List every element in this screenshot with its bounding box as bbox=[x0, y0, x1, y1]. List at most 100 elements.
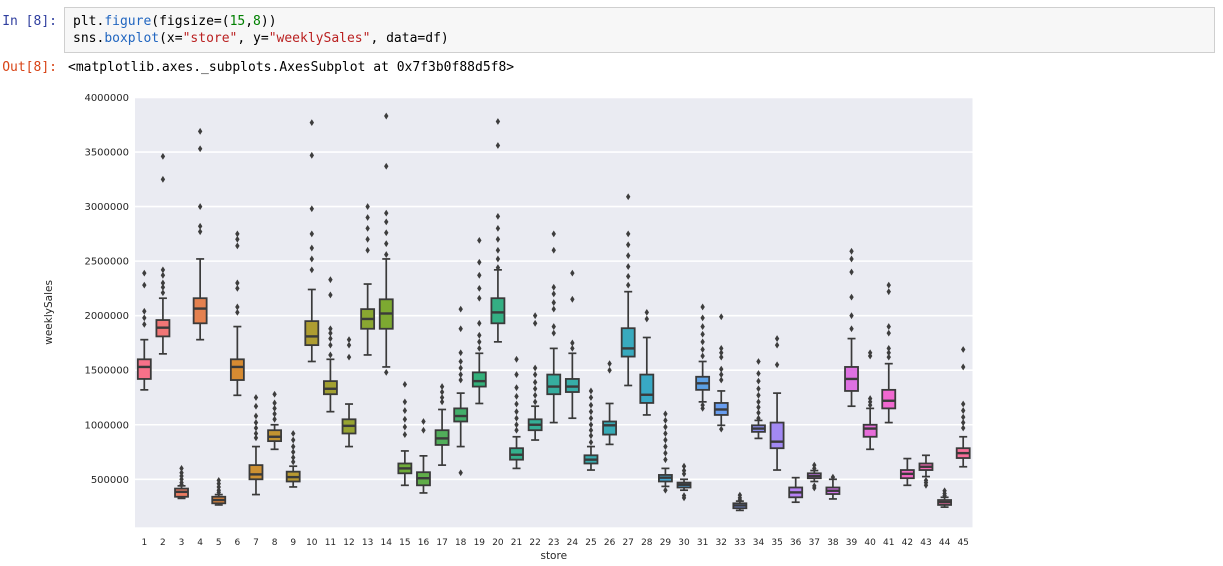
outlier-store-1 bbox=[142, 269, 147, 277]
outlier-store-8 bbox=[272, 410, 277, 418]
xtick-label: 22 bbox=[529, 538, 540, 548]
ytick-label: 4000000 bbox=[84, 93, 129, 104]
outlier-store-19 bbox=[477, 271, 482, 279]
xtick-label: 27 bbox=[622, 538, 633, 548]
xtick-label: 13 bbox=[362, 538, 373, 548]
xtick-label: 1 bbox=[141, 538, 147, 548]
outlier-store-31 bbox=[700, 314, 705, 322]
outlier-store-34 bbox=[756, 398, 761, 406]
outlier-store-24 bbox=[570, 295, 575, 303]
code-token: (x= bbox=[159, 31, 183, 46]
outlier-store-15 bbox=[402, 398, 408, 406]
outlier-store-21 bbox=[514, 355, 519, 363]
outlier-store-21 bbox=[514, 371, 519, 378]
outlier-store-27 bbox=[625, 193, 631, 201]
outlier-store-22 bbox=[532, 391, 538, 399]
outlier-store-6 bbox=[235, 303, 240, 311]
ytick-label: 2500000 bbox=[84, 257, 129, 268]
code-editor[interactable]: plt.figure(figsize=(15,8)) sns.boxplot(x=… bbox=[64, 7, 1215, 53]
outlier-store-34 bbox=[756, 370, 761, 377]
outlier-store-10 bbox=[309, 205, 315, 213]
xtick-label: 26 bbox=[604, 538, 616, 548]
code-token: , bbox=[245, 14, 254, 29]
xtick-label: 2 bbox=[160, 538, 166, 548]
outlier-store-25 bbox=[588, 438, 594, 446]
xtick-label: 30 bbox=[678, 538, 690, 548]
outlier-store-1 bbox=[142, 320, 147, 328]
outlier-store-14 bbox=[384, 368, 389, 376]
outlier-store-29 bbox=[663, 423, 668, 431]
outlier-store-21 bbox=[514, 414, 519, 422]
outlier-store-20 bbox=[495, 225, 501, 232]
outlier-store-29 bbox=[663, 436, 668, 444]
xtick-label: 10 bbox=[306, 538, 318, 548]
box-store-4 bbox=[192, 297, 208, 325]
outlier-store-19 bbox=[477, 237, 482, 244]
outlier-store-20 bbox=[495, 255, 501, 263]
outlier-store-7 bbox=[253, 430, 259, 437]
outlier-store-11 bbox=[328, 335, 333, 342]
outlier-store-25 bbox=[588, 394, 594, 401]
outlier-store-29 bbox=[663, 443, 668, 450]
outlier-store-10 bbox=[309, 151, 315, 159]
xtick-label: 5 bbox=[216, 538, 222, 548]
outlier-store-39 bbox=[849, 293, 854, 301]
code-token: 15 bbox=[229, 14, 246, 29]
xtick-label: 23 bbox=[548, 538, 559, 548]
outlier-store-41 bbox=[886, 323, 891, 330]
outlier-store-10 bbox=[309, 244, 315, 252]
code-token: 8 bbox=[253, 14, 261, 29]
outlier-store-41 bbox=[886, 281, 891, 289]
outlier-store-4 bbox=[197, 228, 203, 236]
code-token: (figsize=( bbox=[151, 14, 230, 29]
outlier-store-18 bbox=[458, 325, 463, 333]
outlier-store-9 bbox=[290, 430, 296, 437]
outlier-store-9 bbox=[290, 454, 296, 461]
outlier-store-19 bbox=[477, 344, 482, 352]
outlier-store-37 bbox=[812, 482, 817, 490]
code-token: )) bbox=[260, 14, 277, 29]
outlier-store-31 bbox=[700, 303, 705, 311]
ytick-label: 1000000 bbox=[84, 420, 129, 431]
outlier-store-19 bbox=[477, 319, 482, 327]
outlier-store-28 bbox=[644, 309, 650, 316]
xtick-label: 41 bbox=[883, 538, 894, 548]
outlier-store-7 bbox=[253, 412, 259, 420]
outlier-store-45 bbox=[960, 400, 966, 408]
outlier-store-27 bbox=[625, 252, 631, 260]
outlier-store-41 bbox=[886, 329, 891, 337]
outlier-store-4 bbox=[197, 222, 203, 230]
outlier-store-18 bbox=[458, 349, 463, 357]
outlier-store-29 bbox=[663, 456, 668, 464]
outlier-store-32 bbox=[719, 425, 724, 433]
outlier-store-17 bbox=[439, 394, 445, 401]
xtick-label: 19 bbox=[474, 538, 486, 548]
xtick-label: 39 bbox=[846, 538, 858, 548]
outlier-store-18 bbox=[458, 358, 463, 365]
box-store-1 bbox=[136, 358, 152, 380]
outlier-store-31 bbox=[700, 330, 705, 338]
outlier-store-19 bbox=[477, 294, 482, 302]
outlier-store-6 bbox=[235, 230, 240, 238]
outlier-store-27 bbox=[625, 263, 631, 270]
outlier-store-13 bbox=[365, 214, 370, 221]
outlier-store-31 bbox=[700, 401, 705, 409]
outlier-store-23 bbox=[551, 283, 556, 291]
outlier-store-13 bbox=[365, 225, 370, 232]
outlier-store-10 bbox=[309, 266, 315, 274]
outlier-store-13 bbox=[365, 203, 370, 210]
outlier-store-9 bbox=[290, 448, 296, 456]
xtick-label: 15 bbox=[399, 538, 410, 548]
outlier-store-39 bbox=[849, 247, 854, 255]
outlier-store-7 bbox=[253, 424, 259, 432]
outlier-store-18 bbox=[458, 469, 463, 477]
outlier-store-13 bbox=[365, 235, 370, 243]
outlier-store-7 bbox=[253, 434, 259, 442]
outlier-store-45 bbox=[960, 413, 966, 421]
box-store-26 bbox=[602, 420, 617, 436]
xtick-label: 8 bbox=[272, 538, 278, 548]
box-store-27 bbox=[620, 327, 636, 358]
outlier-store-20 bbox=[495, 246, 501, 254]
outlier-store-27 bbox=[625, 241, 631, 249]
outlier-store-3 bbox=[179, 464, 184, 472]
